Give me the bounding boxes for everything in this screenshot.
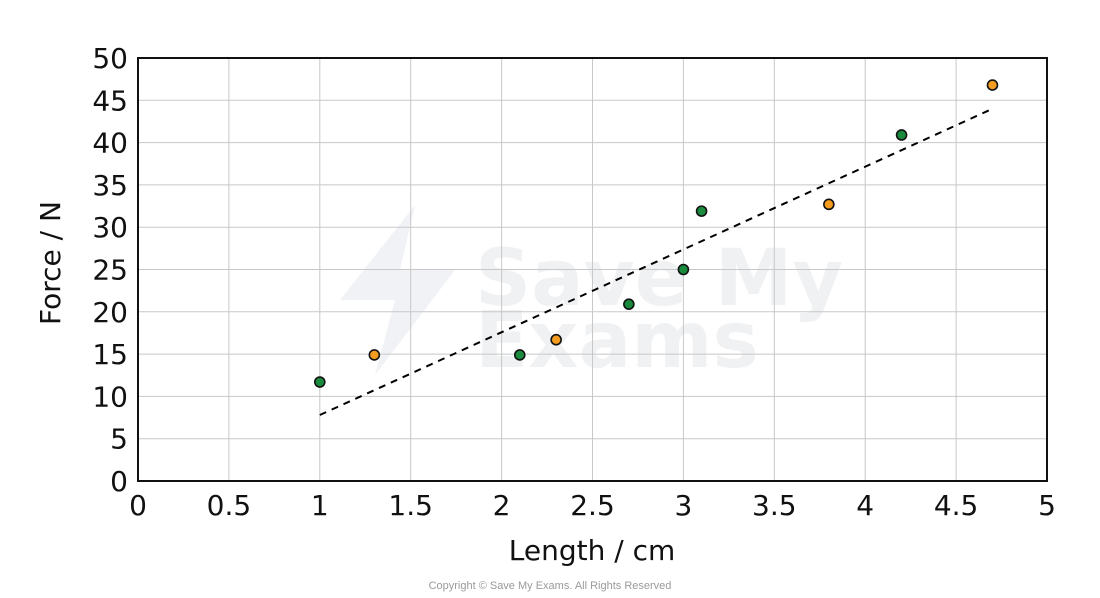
watermark-bolt-icon <box>340 205 455 375</box>
y-tick-label: 0 <box>110 465 128 498</box>
x-tick-label: 1.5 <box>388 489 433 522</box>
grid <box>137 57 1048 482</box>
copyright-text: Copyright © Save My Exams. All Rights Re… <box>429 580 672 592</box>
x-tick-label: 4.5 <box>934 489 979 522</box>
y-tick-label: 15 <box>92 338 128 371</box>
data-point <box>823 198 835 211</box>
x-tick-label: 3 <box>674 489 692 522</box>
data-point <box>695 205 708 217</box>
y-tick-labels: 0 5 10 15 20 25 30 35 40 45 50 <box>92 42 128 498</box>
data-point <box>368 349 381 361</box>
y-axis-title: Force / N <box>34 201 67 325</box>
data-point <box>623 298 635 310</box>
y-tick-label: 20 <box>92 296 128 329</box>
x-axis-title: Length / cm <box>509 534 675 567</box>
watermark-line1: Save My <box>475 234 843 324</box>
x-tick-label: 4 <box>856 489 874 522</box>
data-points <box>313 79 999 388</box>
data-point <box>313 376 326 388</box>
x-tick-label: 0.5 <box>207 489 252 522</box>
y-tick-label: 35 <box>92 169 128 202</box>
data-point <box>550 333 562 346</box>
data-point <box>986 79 999 91</box>
data-point <box>895 129 908 141</box>
y-tick-label: 45 <box>92 84 128 117</box>
x-tick-label: 1 <box>311 489 329 522</box>
data-point <box>513 349 526 361</box>
y-tick-label: 10 <box>92 380 128 413</box>
x-tick-label: 3.5 <box>752 489 797 522</box>
x-tick-label: 5 <box>1038 489 1056 522</box>
y-tick-label: 50 <box>92 42 128 75</box>
x-tick-label: 0 <box>129 489 147 522</box>
y-tick-label: 5 <box>110 423 128 456</box>
y-tick-label: 25 <box>92 254 128 287</box>
plot-frame <box>137 57 1048 482</box>
y-tick-label: 40 <box>92 127 128 160</box>
watermark: Save My Exams <box>340 205 843 386</box>
data-point <box>677 263 690 276</box>
y-tick-label: 30 <box>92 211 128 244</box>
x-tick-label: 2 <box>493 489 511 522</box>
trend-line <box>319 107 993 416</box>
x-tick-label: 2.5 <box>570 489 615 522</box>
watermark-line2: Exams <box>475 296 759 386</box>
x-tick-labels: 0 0.5 1 1.5 2 2.5 3 3.5 4 4.5 5 <box>129 489 1056 522</box>
